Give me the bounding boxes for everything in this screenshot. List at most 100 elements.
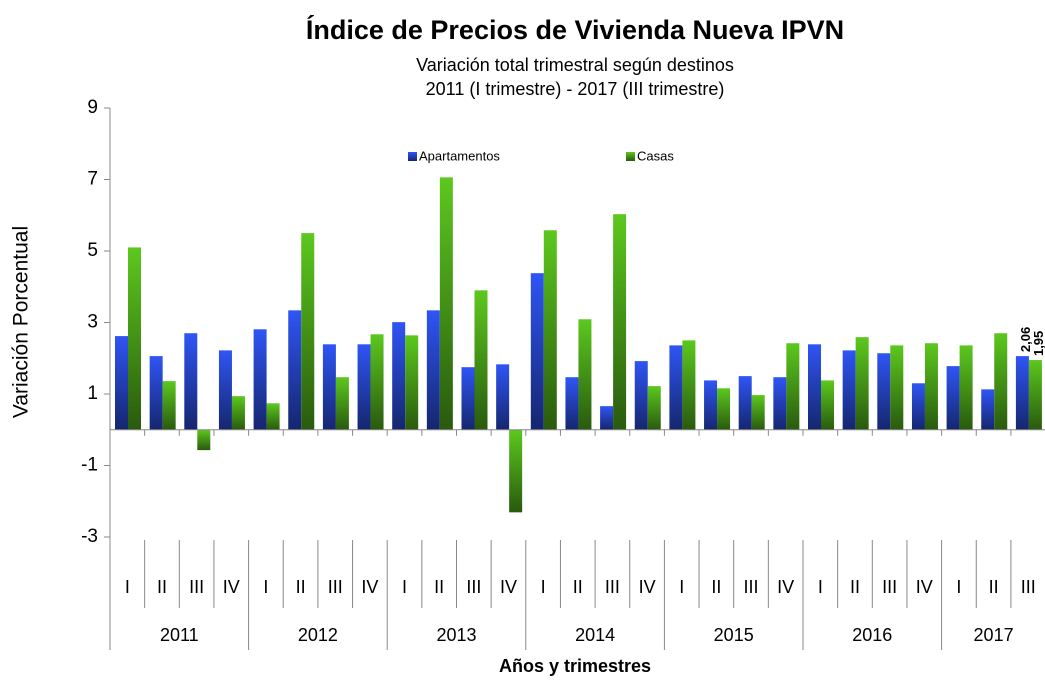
- y-tick-label: -1: [81, 455, 98, 476]
- legend-swatch: [626, 152, 635, 161]
- x-tick-label: III: [1021, 577, 1036, 597]
- bar: [231, 396, 245, 430]
- bar: [509, 429, 523, 513]
- bar: [773, 377, 787, 430]
- legend-label: Casas: [637, 148, 674, 163]
- x-tick-label: II: [296, 577, 306, 597]
- bar: [682, 340, 696, 430]
- bar: [565, 377, 579, 430]
- x-tick-label: I: [125, 577, 130, 597]
- bar: [946, 366, 960, 430]
- x-tick-label: IV: [361, 577, 378, 597]
- x-tick-label: II: [434, 577, 444, 597]
- x-tick-label: II: [157, 577, 167, 597]
- bar: [1015, 356, 1029, 430]
- bar: [842, 350, 856, 430]
- year-label: 2016: [852, 625, 892, 645]
- x-tick-label: II: [989, 577, 999, 597]
- x-tick-label: II: [573, 577, 583, 597]
- bar: [994, 333, 1008, 430]
- bar: [981, 389, 995, 430]
- legend-label: Apartamentos: [419, 148, 500, 163]
- bar: [877, 353, 891, 430]
- data-label: 2,06: [1018, 327, 1033, 352]
- bar: [426, 310, 440, 430]
- bar: [266, 403, 280, 430]
- x-tick-label: II: [711, 577, 721, 597]
- bar: [669, 345, 683, 430]
- x-tick-label: I: [818, 577, 823, 597]
- x-tick-label: IV: [777, 577, 794, 597]
- bar: [301, 233, 315, 430]
- bar: [461, 367, 475, 430]
- y-tick-label: 1: [87, 383, 98, 404]
- y-tick-label: 9: [87, 97, 98, 118]
- bar: [253, 329, 267, 430]
- bar: [184, 333, 198, 430]
- year-label: 2013: [436, 625, 476, 645]
- bar: [821, 380, 834, 430]
- bar: [162, 381, 176, 430]
- bar: [600, 406, 614, 430]
- bar: [634, 361, 648, 430]
- bar: [786, 343, 800, 430]
- chart-title: Índice de Precios de Vivienda Nueva IPVN: [306, 14, 844, 45]
- year-label: 2012: [298, 625, 338, 645]
- year-label: 2015: [714, 625, 754, 645]
- y-tick-label: -3: [81, 526, 98, 547]
- chart-subtitle: Variación total trimestral según destino…: [416, 55, 734, 75]
- bar: [578, 319, 592, 430]
- bar: [924, 343, 938, 430]
- year-label: 2017: [974, 625, 1014, 645]
- bar: [405, 335, 419, 430]
- bar: [543, 230, 557, 430]
- bar: [613, 214, 627, 430]
- x-tick-label: IV: [916, 577, 933, 597]
- y-tick-label: 7: [87, 169, 98, 190]
- y-tick-label: 3: [87, 312, 98, 333]
- x-tick-label: III: [466, 577, 481, 597]
- bar: [911, 383, 925, 430]
- bar: [392, 322, 406, 430]
- bar: [322, 344, 336, 430]
- bar: [890, 345, 904, 430]
- bar: [197, 429, 211, 451]
- bar: [751, 395, 765, 430]
- x-tick-label: IV: [500, 577, 517, 597]
- bar: [149, 356, 163, 430]
- x-tick-label: III: [882, 577, 897, 597]
- x-tick-label: I: [956, 577, 961, 597]
- bar: [738, 376, 752, 430]
- bar: [530, 273, 544, 430]
- x-tick-label: IV: [639, 577, 656, 597]
- x-tick-label: III: [744, 577, 759, 597]
- chart-subtitle: 2011 (I trimestre) - 2017 (III trimestre…: [426, 79, 725, 99]
- bar: [717, 388, 731, 430]
- bar: [370, 334, 384, 430]
- bar: [218, 350, 232, 430]
- x-tick-label: IV: [223, 577, 240, 597]
- bar: [959, 345, 973, 430]
- year-label: 2014: [575, 625, 615, 645]
- bar: [1028, 360, 1042, 430]
- x-tick-label: I: [541, 577, 546, 597]
- bar: [439, 177, 453, 430]
- year-label: 2011: [160, 625, 199, 645]
- legend-swatch: [408, 152, 417, 161]
- x-axis-label: Años y trimestres: [499, 656, 651, 676]
- data-label: 1,95: [1031, 331, 1045, 356]
- bar: [704, 380, 718, 430]
- bar: [855, 337, 869, 430]
- bar: [808, 344, 821, 430]
- bar: [496, 364, 510, 430]
- x-tick-label: I: [679, 577, 684, 597]
- x-tick-label: I: [402, 577, 407, 597]
- x-tick-label: III: [605, 577, 620, 597]
- bar: [335, 377, 349, 430]
- bar: [474, 290, 488, 430]
- bar: [128, 247, 141, 430]
- x-tick-label: I: [263, 577, 268, 597]
- bar: [288, 310, 302, 430]
- bar: [647, 386, 661, 430]
